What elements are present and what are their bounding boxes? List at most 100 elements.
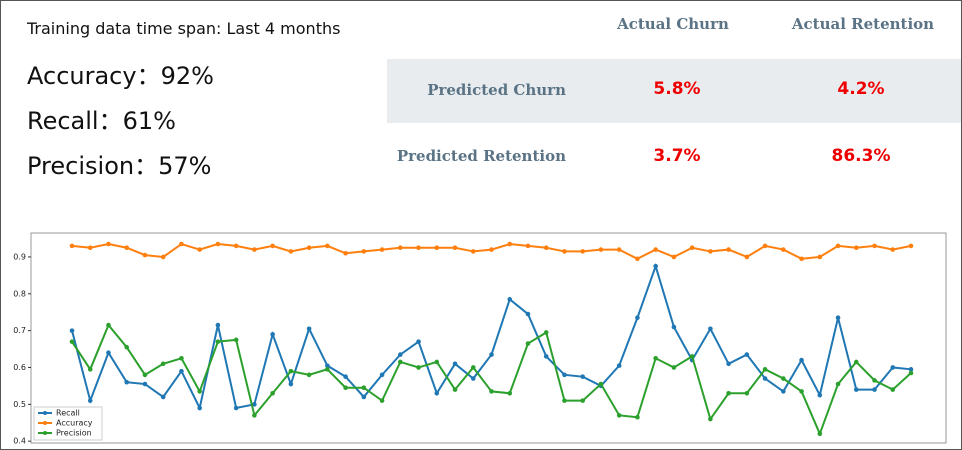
cell: 3.7% xyxy=(653,146,701,166)
point xyxy=(543,330,549,335)
point xyxy=(507,241,513,247)
point xyxy=(288,368,294,374)
point xyxy=(872,378,877,383)
point xyxy=(343,374,348,379)
point xyxy=(653,247,658,252)
point xyxy=(872,243,877,249)
point xyxy=(398,359,403,365)
point xyxy=(197,247,202,252)
point xyxy=(598,247,604,252)
legend-marker xyxy=(43,431,47,435)
point xyxy=(799,256,804,262)
point xyxy=(87,398,93,403)
column-header: Actual Churn xyxy=(617,15,729,33)
point xyxy=(452,245,458,251)
point xyxy=(562,249,567,254)
cell: 4.2% xyxy=(837,79,885,99)
point xyxy=(835,315,841,321)
point xyxy=(908,243,914,249)
point xyxy=(744,254,750,260)
point xyxy=(343,250,348,256)
point xyxy=(817,254,823,260)
point xyxy=(835,243,841,249)
point xyxy=(416,339,421,344)
point xyxy=(653,355,658,361)
point xyxy=(233,405,239,411)
point xyxy=(416,365,421,370)
point xyxy=(781,247,786,252)
point xyxy=(598,381,604,387)
point xyxy=(890,387,896,392)
point xyxy=(215,241,221,247)
point xyxy=(781,376,786,381)
cell: 86.3% xyxy=(831,146,891,166)
point xyxy=(853,245,859,251)
point xyxy=(616,363,622,368)
point xyxy=(470,249,476,254)
point xyxy=(434,390,440,396)
point xyxy=(270,390,275,396)
point xyxy=(762,367,768,372)
legend-label: Recall xyxy=(56,409,80,418)
point xyxy=(799,389,804,394)
point xyxy=(252,413,257,418)
point xyxy=(853,387,859,392)
point xyxy=(872,387,877,392)
point xyxy=(762,243,768,249)
point xyxy=(452,361,458,367)
point xyxy=(616,413,622,418)
point xyxy=(635,256,640,262)
point xyxy=(325,243,330,249)
point xyxy=(653,263,658,269)
point xyxy=(635,414,640,420)
column-header: Actual Retention xyxy=(791,15,935,33)
point xyxy=(470,365,476,370)
time-span: Training data time span: Last 4 months xyxy=(27,19,341,38)
point xyxy=(124,245,130,251)
point xyxy=(580,249,585,254)
point xyxy=(361,249,367,254)
point xyxy=(87,367,93,372)
point xyxy=(106,350,111,356)
point xyxy=(379,372,385,378)
point xyxy=(543,354,549,359)
point xyxy=(398,352,403,357)
point xyxy=(361,385,367,391)
point xyxy=(835,381,841,387)
point xyxy=(689,245,695,251)
point xyxy=(179,368,184,374)
point xyxy=(525,311,531,317)
point xyxy=(233,243,239,249)
point xyxy=(306,372,312,378)
point xyxy=(142,252,148,258)
point xyxy=(87,245,93,251)
point xyxy=(689,354,695,359)
point xyxy=(306,245,312,251)
point xyxy=(507,390,513,396)
point xyxy=(708,326,713,332)
point xyxy=(489,352,494,357)
point xyxy=(69,243,75,249)
point xyxy=(434,359,440,365)
point xyxy=(160,394,166,400)
point xyxy=(489,247,494,252)
point xyxy=(853,359,859,365)
point xyxy=(306,326,312,332)
point xyxy=(252,247,257,252)
metric: Recall：61% xyxy=(27,107,176,135)
row-band xyxy=(387,59,961,123)
point xyxy=(452,387,458,392)
point xyxy=(799,357,804,363)
point xyxy=(525,243,531,249)
point xyxy=(288,249,294,254)
point xyxy=(817,392,823,398)
point xyxy=(398,245,403,251)
y-tick-label: 0.5 xyxy=(13,400,26,409)
metric: Precision：57% xyxy=(27,152,212,180)
y-tick-label: 0.4 xyxy=(13,437,26,446)
point xyxy=(708,416,713,422)
point xyxy=(197,389,202,394)
point xyxy=(325,363,330,368)
